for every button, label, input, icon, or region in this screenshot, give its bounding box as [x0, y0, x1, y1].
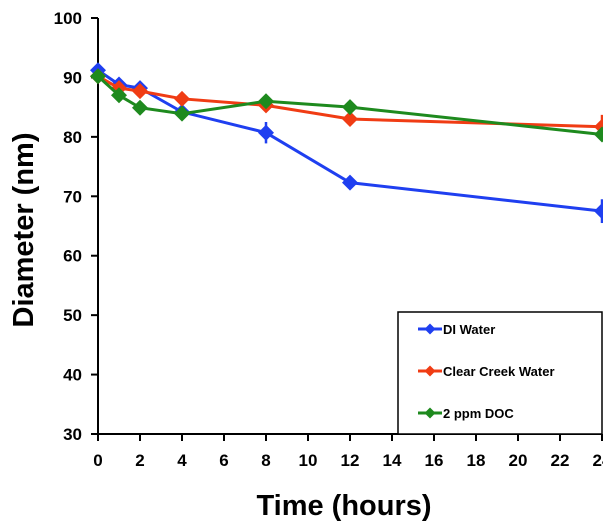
legend-swatch-marker [424, 365, 436, 377]
legend-swatch-marker [424, 407, 436, 419]
y-tick-label: 30 [63, 425, 82, 444]
y-tick-label: 80 [63, 128, 82, 147]
data-point [111, 87, 127, 104]
data-point [258, 124, 274, 141]
y-tick-label: 50 [63, 306, 82, 325]
legend: DI Water Clear Creek Water 2 ppm DOC [397, 311, 603, 435]
data-point [90, 68, 106, 85]
x-tick-label: 14 [383, 451, 402, 470]
x-tick-label: 4 [177, 451, 187, 470]
x-tick-label: 6 [219, 451, 228, 470]
data-point [342, 111, 358, 128]
data-point [258, 93, 274, 110]
x-tick-label: 24 [593, 451, 603, 470]
series-2-ppm-doc [90, 68, 603, 143]
x-tick-label: 8 [261, 451, 270, 470]
y-axis-title: Diameter (nm) [8, 133, 40, 328]
series-di-water [90, 62, 603, 224]
data-point [132, 83, 148, 100]
x-tick-label: 2 [135, 451, 144, 470]
data-point [174, 105, 190, 122]
x-axis-title: Time (hours) [256, 490, 431, 522]
x-tick-label: 18 [467, 451, 486, 470]
legend-item: 2 ppm DOC [418, 406, 514, 421]
series-layer [90, 62, 603, 224]
y-tick-label: 40 [63, 366, 82, 385]
data-point [342, 99, 358, 116]
y-tick-label: 100 [54, 9, 82, 28]
data-point [132, 99, 148, 116]
legend-label: 2 ppm DOC [443, 406, 514, 421]
x-axis-ticks: 024681012141618202224 [93, 434, 603, 470]
x-tick-label: 12 [341, 451, 360, 470]
x-tick-label: 0 [93, 451, 102, 470]
legend-swatch-marker [424, 323, 436, 335]
y-tick-label: 70 [63, 187, 82, 206]
y-tick-label: 60 [63, 247, 82, 266]
data-point [594, 203, 603, 220]
legend-label: DI Water [443, 322, 495, 337]
x-tick-label: 22 [551, 451, 570, 470]
x-tick-label: 10 [299, 451, 318, 470]
y-axis-ticks: 30 40 50 60 70 80 90 100 [54, 9, 98, 444]
x-tick-label: 20 [509, 451, 528, 470]
legend-label: Clear Creek Water [443, 364, 555, 379]
data-point [174, 90, 190, 107]
legend-item: Clear Creek Water [418, 364, 555, 379]
legend-item: DI Water [418, 322, 495, 337]
data-point [342, 174, 358, 191]
data-point [594, 126, 603, 143]
x-tick-label: 16 [425, 451, 444, 470]
y-tick-label: 90 [63, 68, 82, 87]
